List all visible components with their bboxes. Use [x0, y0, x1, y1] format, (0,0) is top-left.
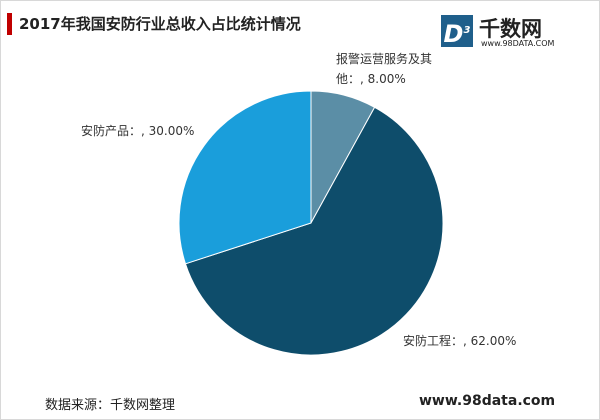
slice-value: , 62.00% — [463, 334, 517, 348]
title-bar — [7, 13, 12, 35]
footer-url: www.98data.com — [419, 393, 556, 409]
slice-value: , 30.00% — [141, 124, 195, 138]
logo-sup: 3 — [463, 25, 471, 36]
slice-value: , 8.00% — [360, 72, 406, 86]
logo-mark: D3 — [441, 15, 473, 48]
slice-label: 安防工程：, 62.00% — [403, 331, 563, 351]
logo-letter: D — [443, 20, 464, 48]
pie-slice — [184, 106, 444, 356]
pie-slice — [178, 90, 312, 265]
slice-label: 安防产品：, 30.00% — [81, 121, 241, 141]
slice-category: 安防工程： — [403, 334, 464, 348]
chart-title: 2017年我国安防行业总收入占比统计情况 — [19, 15, 301, 33]
source: 数据来源：千数网整理 — [45, 398, 176, 413]
slice-label: 报警运营服务及其他：, 8.00% — [336, 49, 436, 89]
slice-category: 报警运营服务及其他： — [336, 52, 433, 86]
logo-url: www.98DATA.COM — [481, 39, 555, 48]
logo-name: 千数网 — [479, 17, 542, 41]
slice-category: 安防产品： — [81, 124, 142, 138]
